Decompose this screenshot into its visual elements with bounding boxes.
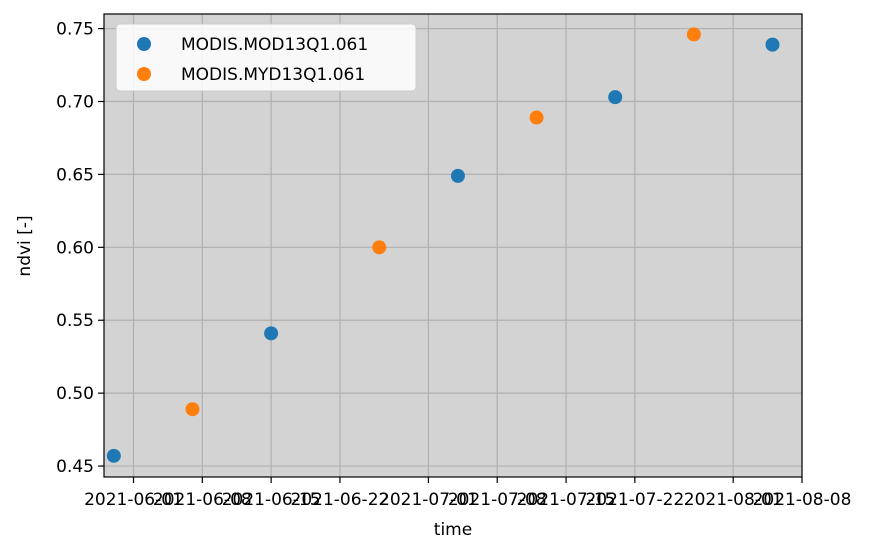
x-tick-label: 2021-08-08: [753, 490, 852, 510]
data-point-myd13q1: [372, 240, 387, 255]
y-tick-label: 0.75: [56, 20, 94, 40]
x-tick-label: 2021-06-15: [222, 490, 321, 510]
y-tick-label: 0.55: [56, 311, 94, 331]
y-tick-label: 0.45: [56, 457, 94, 477]
data-points: [106, 27, 780, 463]
legend-label-mod13q1: MODIS.MOD13Q1.061: [181, 35, 368, 55]
x-tick-label: 2021-07-01: [379, 490, 478, 510]
plot-frame: [103, 13, 803, 478]
data-point-myd13q1: [185, 402, 200, 417]
legend-marker-myd13q1: [137, 67, 151, 81]
y-tick-label: 0.50: [56, 384, 94, 404]
y-axis-ticks: 0.45 0.50 0.55 0.60 0.65 0.70 0.75: [56, 20, 104, 477]
data-point-mod13q1: [608, 90, 623, 105]
legend: MODIS.MOD13Q1.061 MODIS.MYD13Q1.061: [115, 23, 417, 92]
x-tick-label: 2021-06-22: [291, 490, 390, 510]
x-tick-label: 2021-07-22: [585, 490, 684, 510]
x-tick-label: 2021-06-01: [84, 490, 183, 510]
data-point-mod13q1: [765, 37, 780, 52]
x-axis-label: time: [434, 520, 472, 540]
legend-marker-mod13q1: [137, 37, 151, 51]
y-tick-label: 0.65: [56, 165, 94, 185]
data-point-mod13q1: [264, 326, 279, 341]
x-axis-ticks: 2021-06-012021-06-082021-06-152021-06-22…: [84, 477, 851, 510]
legend-box: [115, 23, 417, 92]
data-point-mod13q1: [106, 448, 121, 463]
data-point-myd13q1: [686, 27, 701, 42]
y-axis-label: ndvi [-]: [15, 215, 35, 276]
x-tick-label: 2021-07-15: [517, 490, 616, 510]
x-tick-label: 2021-08-01: [684, 490, 783, 510]
data-point-mod13q1: [450, 168, 465, 183]
data-point-myd13q1: [529, 110, 544, 125]
x-tick-label: 2021-07-08: [448, 490, 547, 510]
y-tick-label: 0.60: [56, 238, 94, 258]
x-tick-label: 2021-06-08: [153, 490, 252, 510]
legend-label-myd13q1: MODIS.MYD13Q1.061: [181, 65, 365, 85]
y-tick-label: 0.70: [56, 92, 94, 112]
